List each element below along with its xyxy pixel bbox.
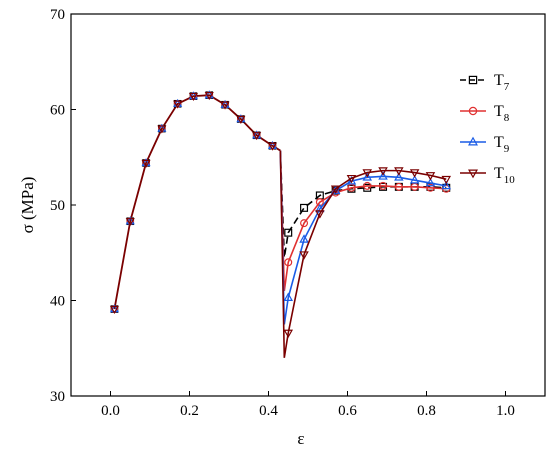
series-point [299, 234, 309, 243]
y-tick-label: 60 [50, 103, 65, 119]
series-point [362, 169, 373, 178]
common-curve-point [173, 100, 183, 109]
series-point [394, 172, 404, 181]
series-point [284, 228, 293, 237]
x-tick-label: 0.6 [338, 403, 357, 419]
x-axis-label: ε [297, 429, 304, 448]
common-curve-point [252, 132, 262, 141]
series-point [346, 175, 357, 185]
legend-item: T10 [460, 165, 515, 186]
legend-label: T10 [494, 165, 515, 186]
series-T10 [279, 150, 452, 358]
y-tick-label: 50 [50, 198, 65, 214]
series-point [300, 203, 309, 212]
legend-item: T8 [460, 103, 510, 124]
x-tick-label: 0.2 [180, 403, 199, 419]
series-point [394, 167, 404, 176]
series-point [283, 329, 294, 339]
common-curve-point [109, 305, 119, 314]
common-curve-point [220, 101, 230, 110]
x-tick-label: 0.4 [259, 403, 278, 419]
series-point [346, 174, 357, 184]
legend: T7 T8 T9 T10 [460, 72, 515, 186]
x-tick-label: 0.0 [101, 403, 120, 419]
common-curve-point [157, 125, 167, 134]
series-point [363, 181, 372, 190]
series-point [378, 171, 388, 180]
series-point [315, 203, 325, 213]
series-T9 [279, 150, 452, 325]
common-curve-point [188, 92, 198, 102]
legend-label: T8 [494, 103, 510, 124]
legend-swatch-marker [468, 169, 478, 179]
series-point [284, 258, 293, 267]
series-point [426, 183, 435, 192]
series-point [299, 251, 309, 260]
series-point [394, 182, 403, 191]
legend-item: T9 [460, 134, 510, 155]
series-point [409, 169, 420, 178]
series-point [378, 167, 388, 176]
legend-label: T9 [494, 134, 510, 155]
common-curve-point [204, 92, 214, 101]
series-point [425, 172, 436, 181]
series-point [441, 180, 452, 190]
series-line [279, 150, 447, 292]
series-point [315, 210, 325, 219]
y-tick-label: 70 [50, 7, 65, 23]
series-point [300, 219, 309, 228]
series-point [425, 177, 436, 187]
series-point [283, 292, 294, 301]
y-tick-label: 40 [50, 294, 65, 310]
series-line [279, 150, 447, 358]
x-tick-label: 0.8 [417, 403, 436, 419]
plot-area [70, 13, 546, 397]
series-point [362, 172, 373, 181]
common-curve-point [267, 142, 277, 151]
series-layer [279, 150, 452, 358]
common-curve-point [141, 159, 151, 168]
common-curve [109, 90, 281, 314]
x-tick-label: 1.0 [496, 403, 515, 419]
legend-label: T7 [494, 72, 510, 93]
legend-swatch-marker [468, 75, 478, 85]
common-curve-line [113, 94, 281, 310]
legend-swatch-marker [468, 106, 478, 116]
common-curve-point [236, 115, 246, 124]
series-point [409, 175, 420, 184]
common-curve-point [125, 218, 135, 227]
series-point [330, 185, 341, 194]
y-axis-label: σ (MPa) [18, 177, 37, 234]
series-T7 [279, 150, 451, 258]
legend-swatch-marker [468, 136, 478, 146]
series-point [441, 175, 452, 185]
legend-item: T7 [460, 72, 510, 93]
axes: 0.0 0.2 0.4 0.6 0.8 1.0 30 40 50 60 70 [50, 7, 515, 419]
y-tick-label: 30 [50, 389, 65, 405]
series-point [379, 181, 388, 190]
